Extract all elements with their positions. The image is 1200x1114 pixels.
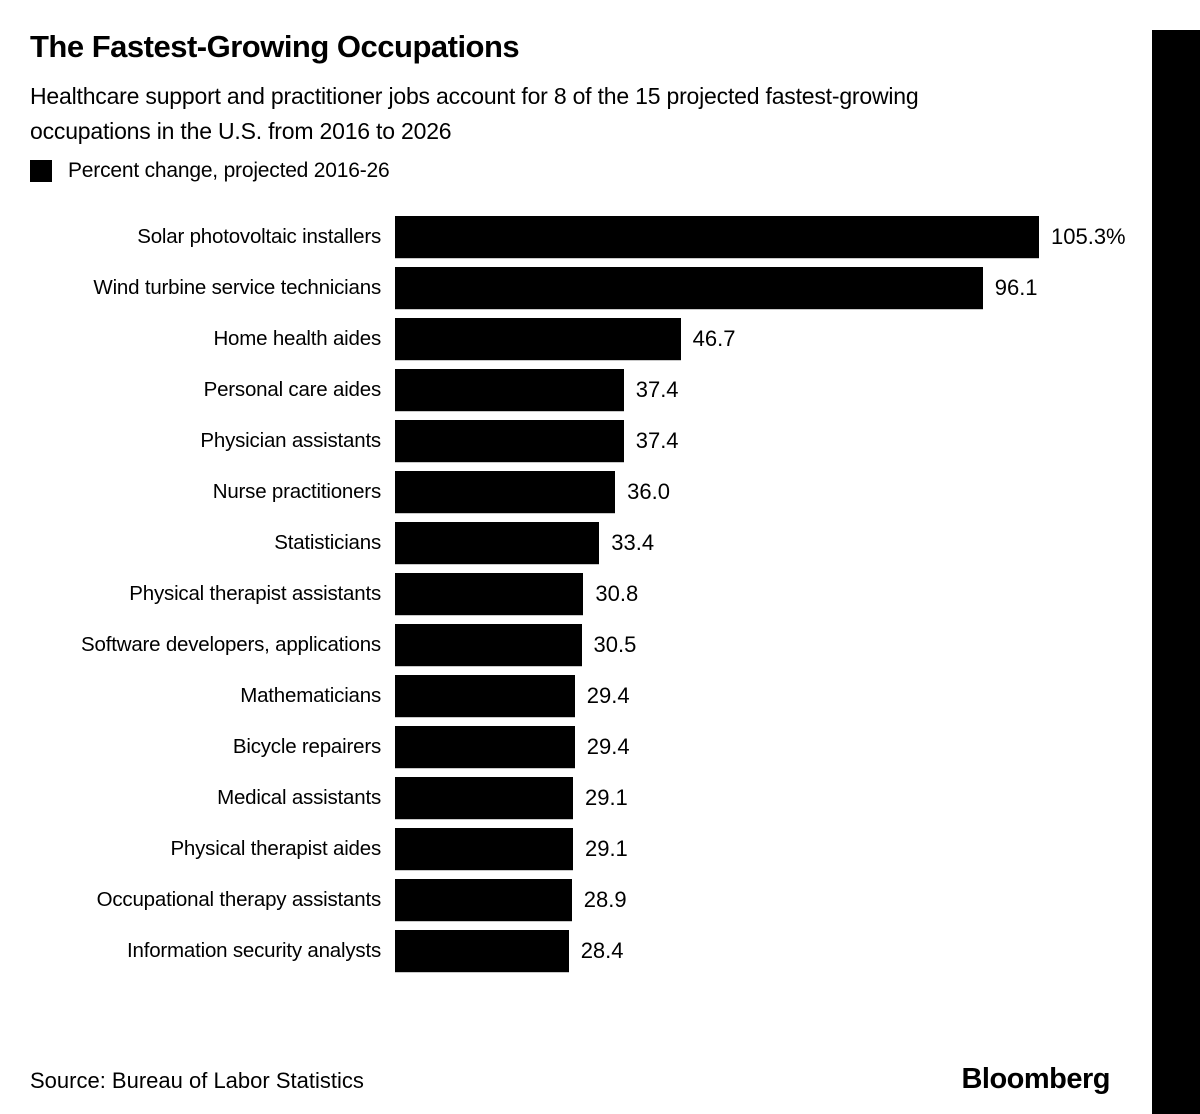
bar-label: Medical assistants [217, 786, 381, 809]
bar-row: Personal care aides 37.4 [30, 369, 1200, 411]
source-note: Source: Bureau of Labor Statistics [30, 1068, 364, 1093]
bar-label: Software developers, applications [81, 633, 381, 656]
bar-label: Statisticians [274, 531, 381, 554]
bar-label: Wind turbine service technicians [93, 276, 381, 299]
bar [395, 369, 624, 411]
bar-label: Personal care aides [203, 378, 382, 401]
bar [395, 471, 616, 513]
bar-value: 30.8 [595, 581, 639, 606]
bar [395, 522, 600, 564]
bar-row: Home health aides 46.7 [30, 318, 1200, 360]
bar-value: 96.1 [994, 275, 1038, 300]
bar-value: 29.1 [584, 785, 628, 810]
subtitle-line-2: occupations in the U.S. from 2016 to 202… [30, 118, 452, 144]
bar-value: 28.4 [580, 938, 624, 963]
bar-label: Home health aides [213, 327, 381, 350]
bar [395, 726, 575, 768]
bar-value: 28.9 [583, 887, 627, 912]
legend-label: Percent change, projected 2016-26 [68, 159, 390, 182]
bar-value: 29.4 [586, 734, 630, 759]
bar-value: 46.7 [692, 326, 736, 351]
bar-label: Nurse practitioners [212, 480, 381, 503]
page-title: The Fastest-Growing Occupations [30, 29, 520, 64]
bar-label: Physician assistants [200, 429, 381, 452]
bar-value: 36.0 [627, 479, 670, 504]
bar [395, 216, 1039, 258]
legend-swatch-icon [30, 160, 52, 182]
bar-row: Software developers, applications 30.5 [30, 624, 1200, 666]
chart-subtitle: Healthcare support and practitioner jobs… [30, 79, 1200, 149]
bar-label: Solar photovoltaic installers [137, 225, 381, 248]
bar [395, 267, 983, 309]
bar-chart: Solar photovoltaic installers 105.3% Wind … [30, 216, 1200, 972]
bar-label: Bicycle repairers [232, 735, 381, 758]
bar-value: 29.1 [584, 836, 628, 861]
bar-row: Bicycle repairers 29.4 [30, 726, 1200, 768]
bar [395, 828, 573, 870]
bar-row: Occupational therapy assistants 28.9 [30, 879, 1200, 921]
bar-row: Wind turbine service technicians 96.1 [30, 267, 1200, 309]
bar [395, 420, 624, 462]
bar-value: 37.4 [635, 377, 679, 402]
bloomberg-logo: Bloomberg [961, 1063, 1110, 1095]
bar-value: 33.4 [611, 530, 655, 555]
bar-label: Physical therapist assistants [129, 582, 381, 605]
bar [395, 318, 681, 360]
bar-label: Physical therapist aides [170, 837, 381, 860]
bar-label: Mathematicians [240, 684, 381, 707]
chart-page: The Fastest-Growing Occupations Healthca… [0, 30, 1200, 1114]
chart-content: The Fastest-Growing Occupations Healthca… [0, 30, 1200, 972]
bar-row: Physician assistants 37.4 [30, 420, 1200, 462]
bar-value: 37.4 [635, 428, 679, 453]
legend: Percent change, projected 2016-26 [30, 159, 1200, 183]
bar-row: Nurse practitioners 36.0 [30, 471, 1200, 513]
bar-row: Physical therapist assistants 30.8 [30, 573, 1200, 615]
bar [395, 879, 572, 921]
bar-row: Physical therapist aides 29.1 [30, 828, 1200, 870]
bar [395, 624, 582, 666]
bar-value: 29.4 [586, 683, 630, 708]
bar-row: Statisticians 33.4 [30, 522, 1200, 564]
bar-row: Mathematicians 29.4 [30, 675, 1200, 717]
bar-value: 105.3% [1051, 224, 1126, 249]
bar-label: Information security analysts [127, 939, 381, 962]
bar-row: Medical assistants 29.1 [30, 777, 1200, 819]
bar-label: Occupational therapy assistants [96, 888, 382, 911]
bar [395, 573, 584, 615]
subtitle-line-1: Healthcare support and practitioner jobs… [30, 83, 919, 109]
right-edge-strip [1152, 30, 1200, 1114]
bar-value: 30.5 [593, 632, 637, 657]
bar [395, 777, 573, 819]
bar [395, 930, 569, 972]
bar [395, 675, 575, 717]
bar-row: Solar photovoltaic installers 105.3% [30, 216, 1200, 258]
bar-row: Information security analysts 28.4 [30, 930, 1200, 972]
